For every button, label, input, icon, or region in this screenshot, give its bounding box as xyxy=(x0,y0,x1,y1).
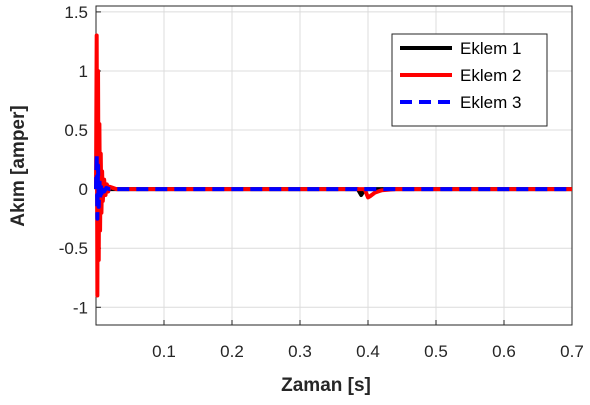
legend-label: Eklem 2 xyxy=(460,66,521,85)
series-line-3 xyxy=(94,151,572,221)
x-tick-label: 0.6 xyxy=(492,342,516,361)
x-tick-label: 0.1 xyxy=(152,342,176,361)
x-axis-ticks: 0.1 0.2 0.3 0.4 0.5 0.6 0.7 xyxy=(152,320,584,361)
x-tick-label: 0.7 xyxy=(560,342,584,361)
y-tick-label: 1.5 xyxy=(64,3,88,22)
x-tick-label: 0.3 xyxy=(288,342,312,361)
x-axis-label: Zaman [s] xyxy=(281,375,371,396)
legend-label: Eklem 1 xyxy=(460,39,521,58)
x-tick-label: 0.2 xyxy=(220,342,244,361)
x-tick-label: 0.5 xyxy=(424,342,448,361)
legend-label: Eklem 3 xyxy=(460,93,521,112)
series-layer xyxy=(94,33,572,298)
y-tick-label: 0.5 xyxy=(64,121,88,140)
y-axis-label: Akım [amper] xyxy=(8,105,29,226)
y-tick-label: 0 xyxy=(79,180,88,199)
legend: Eklem 1 Eklem 2 Eklem 3 xyxy=(391,33,548,127)
y-tick-label: -0.5 xyxy=(59,239,88,258)
y-tick-label: 1 xyxy=(79,62,88,81)
y-tick-label: -1 xyxy=(73,298,88,317)
y-axis-ticks: -1 -0.5 0 0.5 1 1.5 xyxy=(59,3,101,317)
x-tick-label: 0.4 xyxy=(356,342,380,361)
